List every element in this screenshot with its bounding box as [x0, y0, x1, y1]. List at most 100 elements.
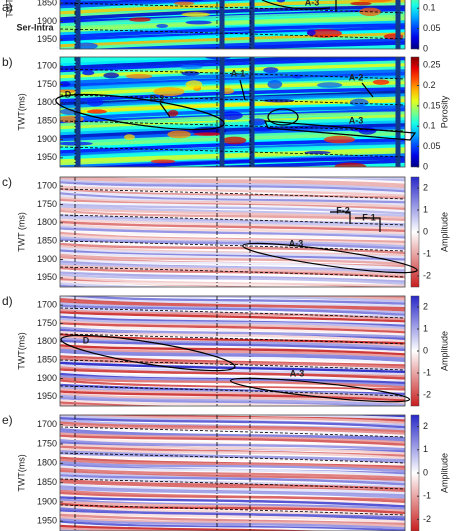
image-row	[60, 505, 405, 517]
y-tick-label: 1700	[37, 300, 57, 310]
image-row	[60, 236, 405, 248]
image-blob	[125, 73, 153, 79]
image-row	[400, 177, 405, 178]
image-row	[60, 187, 405, 200]
image-row	[60, 434, 405, 446]
image-row	[60, 377, 405, 389]
image-row	[60, 35, 405, 49]
image-row	[60, 201, 405, 213]
colorbar-tick-label: 1	[423, 444, 428, 454]
colorbar-tick-label: -2	[423, 514, 431, 524]
annotation: A-3	[290, 368, 305, 378]
colorbar-tick-label: 0.1	[423, 121, 436, 131]
panel-label: c)	[2, 175, 12, 189]
image-row	[60, 494, 405, 506]
panel: d) TWT(ms) 1700 1750 1800 1850 1900 1950 2 1 0 -1 -2…	[2, 294, 449, 407]
image-row	[82, 156, 405, 167]
horizon	[60, 188, 405, 200]
colorbar-tick-label: 2	[423, 301, 428, 311]
image-row	[60, 190, 405, 202]
image-row	[60, 516, 405, 528]
image-row	[60, 177, 405, 186]
outline	[229, 377, 411, 403]
image-blob	[316, 82, 343, 88]
annotation: F-2	[336, 205, 350, 215]
image-row	[60, 280, 359, 287]
colorbar-label: Amplitude	[439, 331, 449, 371]
image-row	[149, 296, 405, 301]
image-row	[60, 69, 405, 85]
image-blob	[222, 136, 247, 145]
image-row	[60, 461, 405, 473]
outline	[60, 334, 236, 372]
image-row	[60, 81, 405, 97]
image-row	[60, 185, 405, 197]
frame	[59, 414, 406, 531]
y-tick-label: 1700	[37, 61, 57, 71]
image-row	[60, 361, 405, 374]
image-row	[60, 247, 405, 259]
image-row	[60, 458, 405, 471]
y-tick-label: 1800	[37, 336, 57, 346]
y-tick-label: 1700	[37, 181, 57, 191]
image-row	[60, 388, 405, 400]
annotation: A-2	[349, 72, 364, 82]
image-row	[60, 72, 405, 88]
y-tick-label: 1800	[37, 217, 57, 227]
image-row	[60, 487, 405, 499]
image-row	[60, 282, 193, 287]
image-row	[60, 75, 405, 91]
panel-label: b)	[2, 55, 13, 69]
horizon	[60, 240, 405, 252]
section-image	[60, 296, 405, 406]
horizon	[60, 504, 405, 516]
colorbar-tick-label: 0	[423, 226, 428, 236]
image-row	[60, 443, 405, 455]
image-row	[60, 227, 405, 239]
image-row	[60, 183, 405, 195]
image-row	[60, 117, 405, 133]
image-row	[60, 509, 405, 521]
well-log	[75, 0, 81, 49]
image-row	[60, 480, 405, 493]
image-row	[60, 218, 405, 230]
y-tick-label: 1900	[37, 496, 57, 506]
annotation: A-3	[349, 115, 364, 125]
colorbar-tick-label: 0	[423, 161, 428, 171]
image-row	[60, 353, 405, 365]
image-row	[60, 498, 405, 510]
image-blob	[153, 87, 185, 97]
image-row	[60, 198, 405, 211]
image-row	[60, 401, 183, 406]
image-blob	[193, 132, 223, 136]
image-row	[60, 518, 405, 530]
y-tick-label: 1750	[37, 438, 57, 448]
image-row	[60, 0, 219, 6]
image-row	[60, 415, 405, 424]
image-row	[60, 105, 405, 121]
image-row	[100, 177, 405, 184]
image-row	[164, 177, 405, 182]
frame	[59, 56, 406, 168]
y-tick-label: 1800	[37, 97, 57, 107]
image-row	[60, 348, 405, 360]
annotation: A-1	[231, 68, 246, 78]
well-log	[395, 57, 401, 167]
image-row	[60, 123, 405, 139]
image-row	[60, 390, 405, 402]
colorbar-tick-label: 0	[423, 345, 428, 355]
well-log	[395, 0, 401, 49]
horizon	[60, 307, 405, 319]
image-row	[60, 450, 405, 462]
y-tick-label: 1950	[37, 516, 57, 526]
image-row	[60, 423, 405, 435]
colorbar-tick-label: 0	[423, 43, 428, 53]
image-row	[60, 300, 405, 312]
image-row	[60, 144, 405, 160]
image-row	[60, 17, 405, 33]
horizon	[60, 94, 405, 106]
image-blob	[167, 130, 191, 139]
horizon	[60, 478, 405, 490]
image-row	[60, 181, 405, 193]
image-row	[60, 93, 405, 109]
